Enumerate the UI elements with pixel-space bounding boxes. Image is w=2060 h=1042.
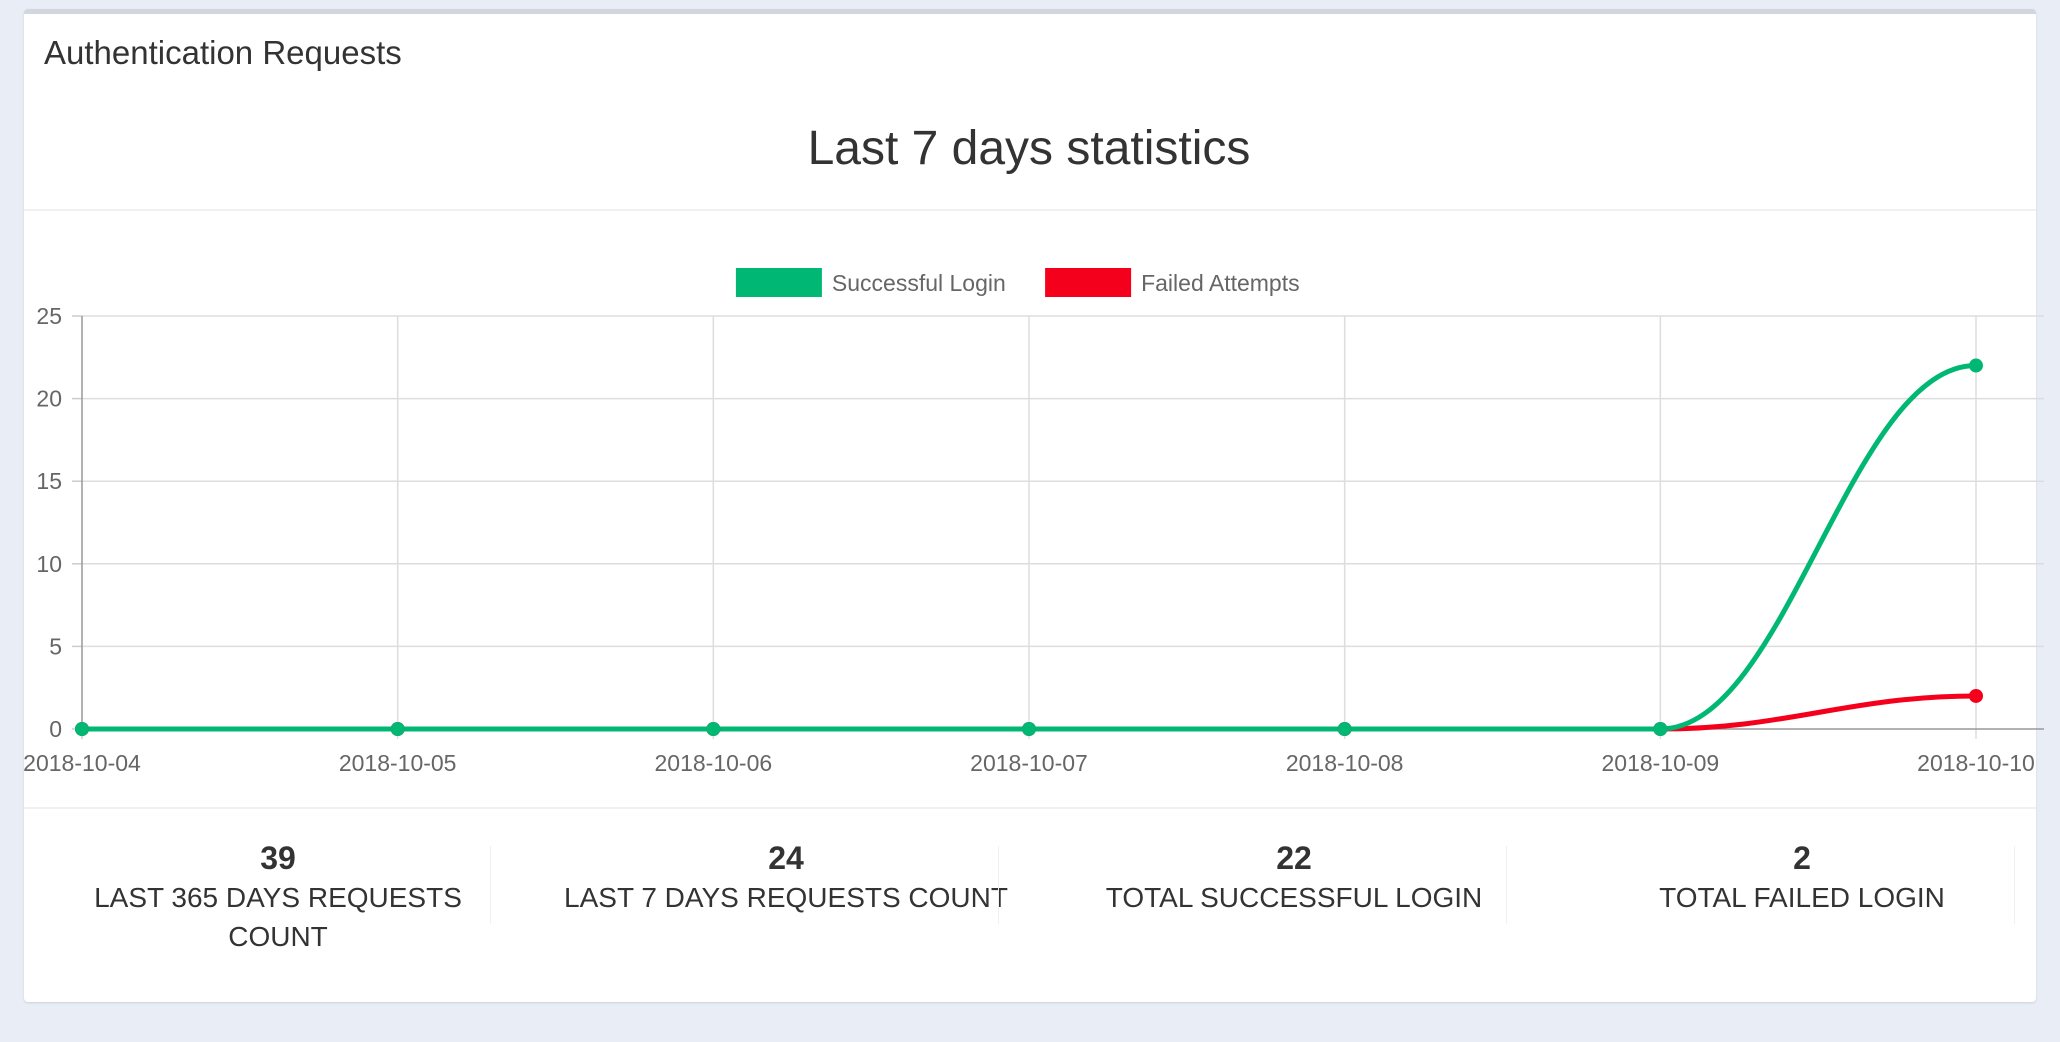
data-point-successful-login xyxy=(1337,722,1352,736)
chart-ticks: 0 5 10 15 20 25 2018-10-04 2018-10-05 2018-10-06… xyxy=(23,303,2035,776)
y-tick-label: 25 xyxy=(36,303,62,329)
data-point-successful-login xyxy=(1969,358,1983,373)
line-chart: 0 5 10 15 20 25 2018-10-04 2018-10-05 2018-10-06… xyxy=(23,268,2044,776)
x-tick-label: 2018-10-09 xyxy=(1602,750,1720,776)
stat-value: 2 xyxy=(1793,840,1811,876)
stat-value: 24 xyxy=(768,840,804,876)
data-point-failed-attempts xyxy=(1969,688,1983,703)
data-point-successful-login xyxy=(706,722,721,736)
stat-label: TOTAL SUCCESSFUL LOGIN xyxy=(1105,882,1483,913)
stat-label: TOTAL FAILED LOGIN xyxy=(1659,882,1945,913)
header-divider xyxy=(24,209,2036,211)
legend-label-failed-attempts: Failed Attempts xyxy=(1141,270,1300,296)
x-tick-label: 2018-10-08 xyxy=(1286,750,1404,776)
stat-7-days: 24 LAST 7 DAYS REQUESTS COUNT xyxy=(532,838,1040,917)
chart-title: Last 7 days statistics xyxy=(807,122,1251,175)
stat-value: 39 xyxy=(260,840,296,876)
stat-separator xyxy=(2014,846,2015,924)
y-tick-label: 5 xyxy=(49,633,62,659)
legend-swatch-failed-attempts xyxy=(1045,268,1132,297)
x-tick-label: 2018-10-04 xyxy=(23,750,141,776)
stat-value: 22 xyxy=(1276,840,1312,876)
stat-label: LAST 7 DAYS REQUESTS COUNT xyxy=(564,882,1008,913)
x-tick-label: 2018-10-07 xyxy=(970,750,1088,776)
stats-row: 39 LAST 365 DAYS REQUESTS COUNT 24 LAST … xyxy=(24,838,2036,998)
y-tick-label: 20 xyxy=(36,386,62,412)
stat-successful: 22 TOTAL SUCCESSFUL LOGIN xyxy=(1040,838,1548,917)
legend-swatch-successful-login xyxy=(735,268,822,297)
auth-requests-card: Authentication Requests Last 7 days stat… xyxy=(24,9,2036,1002)
y-tick-label: 15 xyxy=(36,468,62,494)
footer-divider xyxy=(24,807,2036,809)
data-point-successful-login xyxy=(1022,722,1036,736)
card-title: Authentication Requests xyxy=(44,34,402,71)
data-point-successful-login xyxy=(1653,722,1668,736)
chart-legend: Successful Login Failed Attempts xyxy=(735,268,1300,297)
data-point-successful-login xyxy=(75,722,89,736)
legend-label-successful-login: Successful Login xyxy=(832,270,1006,296)
x-tick-label: 2018-10-06 xyxy=(655,750,773,776)
stat-separator xyxy=(998,846,999,924)
y-tick-label: 0 xyxy=(49,716,62,742)
stat-failed: 2 TOTAL FAILED LOGIN xyxy=(1548,838,2056,917)
y-tick-label: 10 xyxy=(36,551,62,577)
stat-separator xyxy=(490,846,491,924)
stat-separator xyxy=(1506,846,1507,924)
x-tick-label: 2018-10-10 xyxy=(1917,750,2035,776)
data-point-successful-login xyxy=(390,722,405,736)
chart-grid xyxy=(72,315,2044,739)
chart-points xyxy=(75,358,1983,736)
x-tick-label: 2018-10-05 xyxy=(339,750,457,776)
stat-365-days: 39 LAST 365 DAYS REQUESTS COUNT xyxy=(24,838,532,956)
stat-label: LAST 365 DAYS REQUESTS COUNT xyxy=(94,882,462,952)
